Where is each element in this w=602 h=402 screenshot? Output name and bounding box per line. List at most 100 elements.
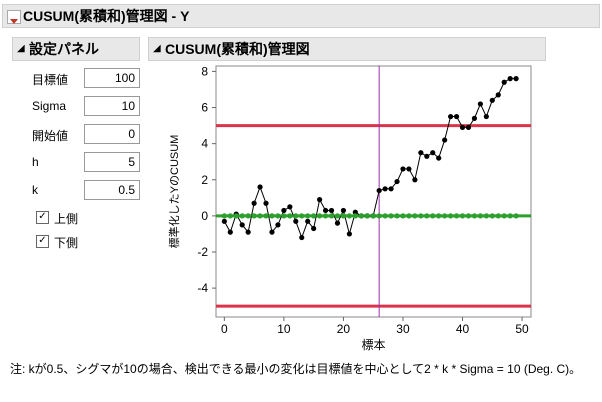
point xyxy=(412,177,418,183)
point xyxy=(346,231,352,237)
point xyxy=(257,213,263,219)
point xyxy=(245,229,251,235)
point xyxy=(418,150,424,156)
field-label: Sigma xyxy=(32,99,67,113)
field-input[interactable]: 5 xyxy=(84,152,140,172)
settings-title: 設定パネル xyxy=(29,41,99,57)
point xyxy=(406,213,412,219)
point xyxy=(471,213,478,219)
point xyxy=(311,213,317,219)
point xyxy=(269,229,275,235)
point xyxy=(334,213,341,219)
point xyxy=(322,207,329,214)
point xyxy=(436,213,442,219)
point xyxy=(227,213,233,219)
point xyxy=(442,213,448,219)
point xyxy=(317,197,323,203)
chart-header[interactable]: ◢ CUSUM(累積和)管理図 xyxy=(148,37,546,61)
point xyxy=(269,213,275,219)
point xyxy=(251,200,257,206)
point xyxy=(227,229,233,235)
window-title: CUSUM(累積和)管理図 - Y xyxy=(23,8,190,24)
point xyxy=(394,178,400,185)
point xyxy=(489,97,495,103)
point xyxy=(221,218,227,224)
field-input[interactable]: 0 xyxy=(84,124,140,144)
point xyxy=(453,213,460,219)
field-input[interactable]: 10 xyxy=(84,96,140,116)
point xyxy=(418,213,424,219)
field-label: 目標値 xyxy=(32,73,69,87)
point xyxy=(483,213,489,219)
field-input[interactable]: 0.5 xyxy=(84,180,140,200)
point xyxy=(394,213,400,219)
y-tick-label: -2 xyxy=(197,245,208,259)
point xyxy=(346,213,352,219)
point xyxy=(483,113,489,120)
collapse-icon[interactable] xyxy=(7,10,21,24)
point xyxy=(501,79,507,85)
field-label: h xyxy=(32,155,39,169)
field-input[interactable]: 100 xyxy=(84,68,140,88)
note: 注: kが0.5、シグマが10の場合、検出できる最小の変化は目標値を中心として2… xyxy=(10,362,582,376)
point xyxy=(501,213,507,219)
field-label: 開始値 xyxy=(32,129,69,143)
point xyxy=(471,115,478,121)
point xyxy=(299,234,305,241)
x-tick-label: 20 xyxy=(337,322,351,336)
point xyxy=(513,76,519,82)
point xyxy=(406,166,412,172)
point xyxy=(442,137,448,143)
x-axis-label: 標本 xyxy=(361,338,385,352)
y-tick-label: 0 xyxy=(201,209,208,223)
series-line xyxy=(223,78,517,240)
x-tick-label: 40 xyxy=(456,322,470,336)
checkbox[interactable]: ✓ xyxy=(36,211,49,224)
y-tick-label: 8 xyxy=(201,64,208,78)
point xyxy=(400,166,406,172)
point xyxy=(293,218,299,224)
point xyxy=(311,225,317,232)
point xyxy=(412,213,418,219)
point xyxy=(275,213,281,219)
point xyxy=(221,213,227,219)
point xyxy=(495,92,501,98)
checkbox-label: 上側 xyxy=(54,212,79,226)
point xyxy=(388,186,394,192)
settings-header[interactable]: ◢ 設定パネル xyxy=(12,37,140,61)
point xyxy=(352,213,358,219)
point xyxy=(281,213,287,219)
point xyxy=(507,213,513,219)
y-tick-label: 4 xyxy=(201,137,208,151)
point xyxy=(376,187,382,194)
checkbox-label: 下側 xyxy=(54,236,79,250)
point xyxy=(275,222,281,228)
y-axis-label: 標準化したYのCUSUM xyxy=(167,135,181,249)
point xyxy=(340,213,347,219)
point xyxy=(513,213,519,219)
point xyxy=(334,220,341,226)
point xyxy=(489,213,495,219)
plot-frame xyxy=(215,65,532,318)
point xyxy=(400,213,406,219)
point xyxy=(382,213,388,219)
checkbox[interactable]: ✓ xyxy=(36,235,49,248)
point xyxy=(424,153,430,159)
point xyxy=(239,213,245,219)
point xyxy=(507,76,513,82)
point xyxy=(322,213,329,219)
point xyxy=(382,186,388,192)
point xyxy=(430,150,436,156)
x-tick-label: 50 xyxy=(515,322,529,336)
point xyxy=(245,213,251,219)
point xyxy=(358,213,364,219)
y-tick-label: -4 xyxy=(197,281,208,295)
chart: -4 -2 0 2 4 6 8 0 10 20 30 40 50 標本 標準化したYのCUSUM xyxy=(167,64,532,352)
x-tick-label: 10 xyxy=(277,322,291,336)
x-tick-label: 0 xyxy=(221,322,228,336)
point xyxy=(495,213,501,219)
point xyxy=(328,207,335,214)
point xyxy=(352,209,358,215)
point xyxy=(299,213,305,219)
